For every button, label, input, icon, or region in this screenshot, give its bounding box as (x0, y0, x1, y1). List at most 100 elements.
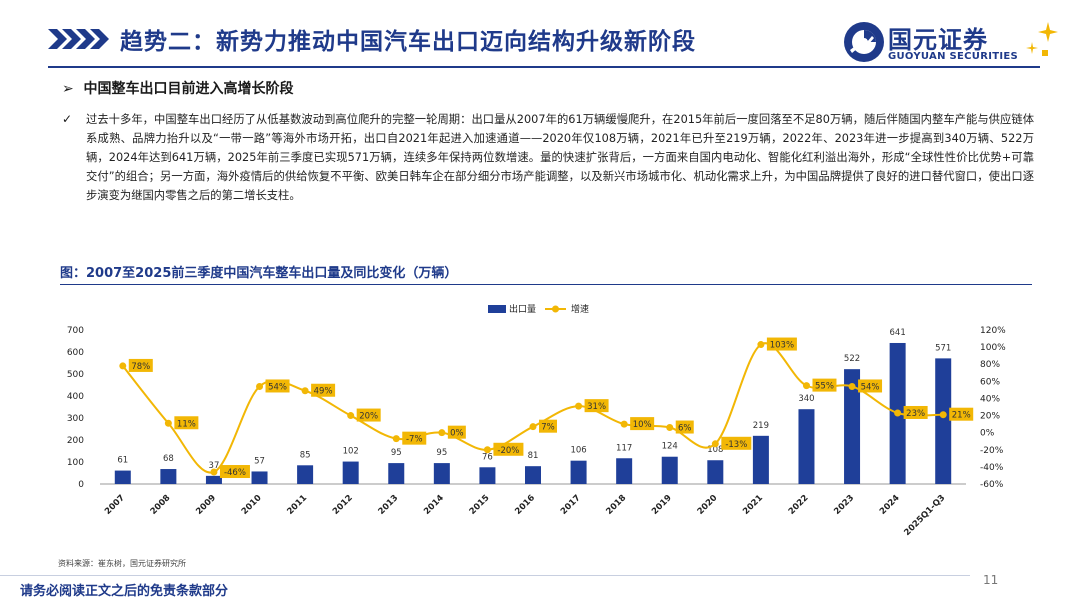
header-divider (48, 66, 1040, 68)
y-right-tick-label: -20% (980, 446, 1004, 456)
growth-label-box (265, 379, 290, 393)
growth-label-box (128, 358, 153, 372)
growth-value-label: 11% (177, 419, 196, 429)
growth-label-box (539, 419, 557, 433)
export-bar (297, 465, 314, 484)
x-tick-label: 2008 (149, 493, 173, 517)
export-bar (388, 463, 405, 484)
y-right-tick-label: 60% (980, 377, 1000, 387)
disclaimer-note: 请务必阅读正文之后的免责条款部分 (20, 584, 229, 599)
growth-value-label: 31% (587, 402, 606, 412)
growth-label-box (812, 378, 837, 392)
y-right-tick-label: -40% (980, 463, 1004, 473)
growth-value-label: 55% (815, 382, 834, 392)
section-heading: ➢ 中国整车出口目前进入高增长阶段 (62, 78, 293, 98)
x-tick-label: 2020 (696, 493, 720, 517)
page-title: 趋势二：新势力推动中国汽车出口迈向结构升级新阶段 (120, 29, 696, 55)
growth-point (894, 409, 902, 417)
y-right-tick-label: 40% (980, 394, 1000, 404)
growth-value-label: -20% (497, 446, 519, 456)
y-left-tick-label: 100 (67, 458, 84, 468)
export-value-label: 37 (209, 461, 220, 471)
export-chart: 出口量 增速 0 100 200 300 400 500 600 700 -60% -40% -20… (67, 303, 1006, 538)
x-tick-label: 2018 (604, 493, 628, 517)
export-value-label: 68 (163, 454, 174, 464)
export-bar (844, 369, 861, 484)
growth-point (256, 382, 264, 390)
growth-point (848, 382, 856, 390)
growth-line-series: 78% 11% -46% 54% 49% 20% -7% 0% -20% 7% 31% 10% 6% -1… (119, 337, 974, 479)
growth-value-label: -46% (224, 468, 246, 478)
growth-point (757, 341, 765, 349)
y-right-tick-label: 80% (980, 360, 1000, 370)
growth-label-box (630, 417, 655, 431)
growth-label-box (721, 436, 752, 450)
growth-point (802, 382, 810, 390)
growth-value-label: 6% (678, 424, 692, 434)
growth-value-label: 54% (861, 382, 880, 392)
growth-value-label: 10% (633, 420, 652, 430)
export-value-label: 106 (570, 446, 586, 456)
x-tick-label: 2023 (832, 493, 856, 517)
export-bar (114, 470, 131, 484)
export-bar (661, 456, 678, 484)
x-tick-label: 2022 (787, 493, 811, 517)
logo-english-name: GUOYUAN SECURITIES (888, 51, 1019, 62)
growth-label-box (949, 407, 974, 421)
export-value-label: 124 (662, 442, 678, 452)
growth-point (711, 440, 719, 448)
x-tick-label: 2010 (240, 493, 264, 517)
y-left-tick-label: 700 (67, 326, 84, 336)
growth-point (347, 412, 355, 420)
growth-label-box (447, 425, 466, 439)
export-bar (752, 435, 769, 484)
x-tick-label: 2012 (331, 493, 355, 517)
growth-value-label: 20% (359, 412, 378, 422)
legend-label-bar: 出口量 (509, 303, 536, 315)
export-value-label: 57 (254, 456, 265, 466)
y-left-tick-label: 200 (67, 436, 84, 446)
growth-label-box (356, 408, 381, 422)
export-value-label: 641 (890, 328, 906, 338)
growth-point (119, 362, 127, 370)
growth-value-label: 23% (906, 409, 925, 419)
legend-bar-swatch (488, 305, 506, 313)
brand-logo (842, 18, 1062, 66)
export-bar (570, 460, 587, 484)
growth-label-box (675, 420, 694, 434)
growth-value-label: 21% (952, 411, 971, 421)
x-tick-label: 2024 (878, 493, 902, 517)
footer-divider (0, 575, 970, 576)
growth-point (575, 402, 583, 410)
growth-label-box (858, 379, 883, 393)
growth-label-box (311, 383, 336, 397)
growth-label-box (402, 431, 427, 445)
logo-sparkle-icon (1026, 22, 1058, 56)
export-value-label: 219 (753, 421, 769, 431)
growth-point (164, 419, 172, 427)
y-left-tick-label: 0 (78, 480, 84, 490)
growth-point (392, 435, 400, 443)
growth-value-label: 78% (131, 362, 150, 372)
x-tick-label: 2015 (468, 493, 492, 517)
x-tick-label: 2013 (377, 493, 401, 517)
growth-value-label: 7% (541, 423, 555, 433)
export-value-label: 81 (528, 451, 539, 461)
source-note: 资料来源：崔东树，国元证券研究所 (58, 559, 186, 568)
check-icon: ✓ (62, 112, 73, 126)
body-paragraph: 过去十多年，中国整车出口经历了从低基数波动到高位爬升的完整一轮周期：出口量从20… (86, 113, 1034, 202)
growth-value-label: 54% (268, 382, 287, 392)
chart-legend: 出口量 增速 (488, 303, 589, 315)
growth-label-box (219, 465, 250, 479)
y-right-tick-label: 120% (980, 326, 1006, 336)
y-right-tick-label: -60% (980, 480, 1004, 490)
growth-point (210, 468, 218, 476)
growth-label-box (766, 337, 797, 351)
x-tick-label: 2009 (194, 493, 218, 517)
export-value-label: 522 (844, 354, 860, 364)
growth-point (483, 446, 491, 454)
y-left-tick-label: 300 (67, 414, 84, 424)
export-bar (935, 358, 952, 484)
x-tick-label: 2021 (741, 493, 765, 517)
